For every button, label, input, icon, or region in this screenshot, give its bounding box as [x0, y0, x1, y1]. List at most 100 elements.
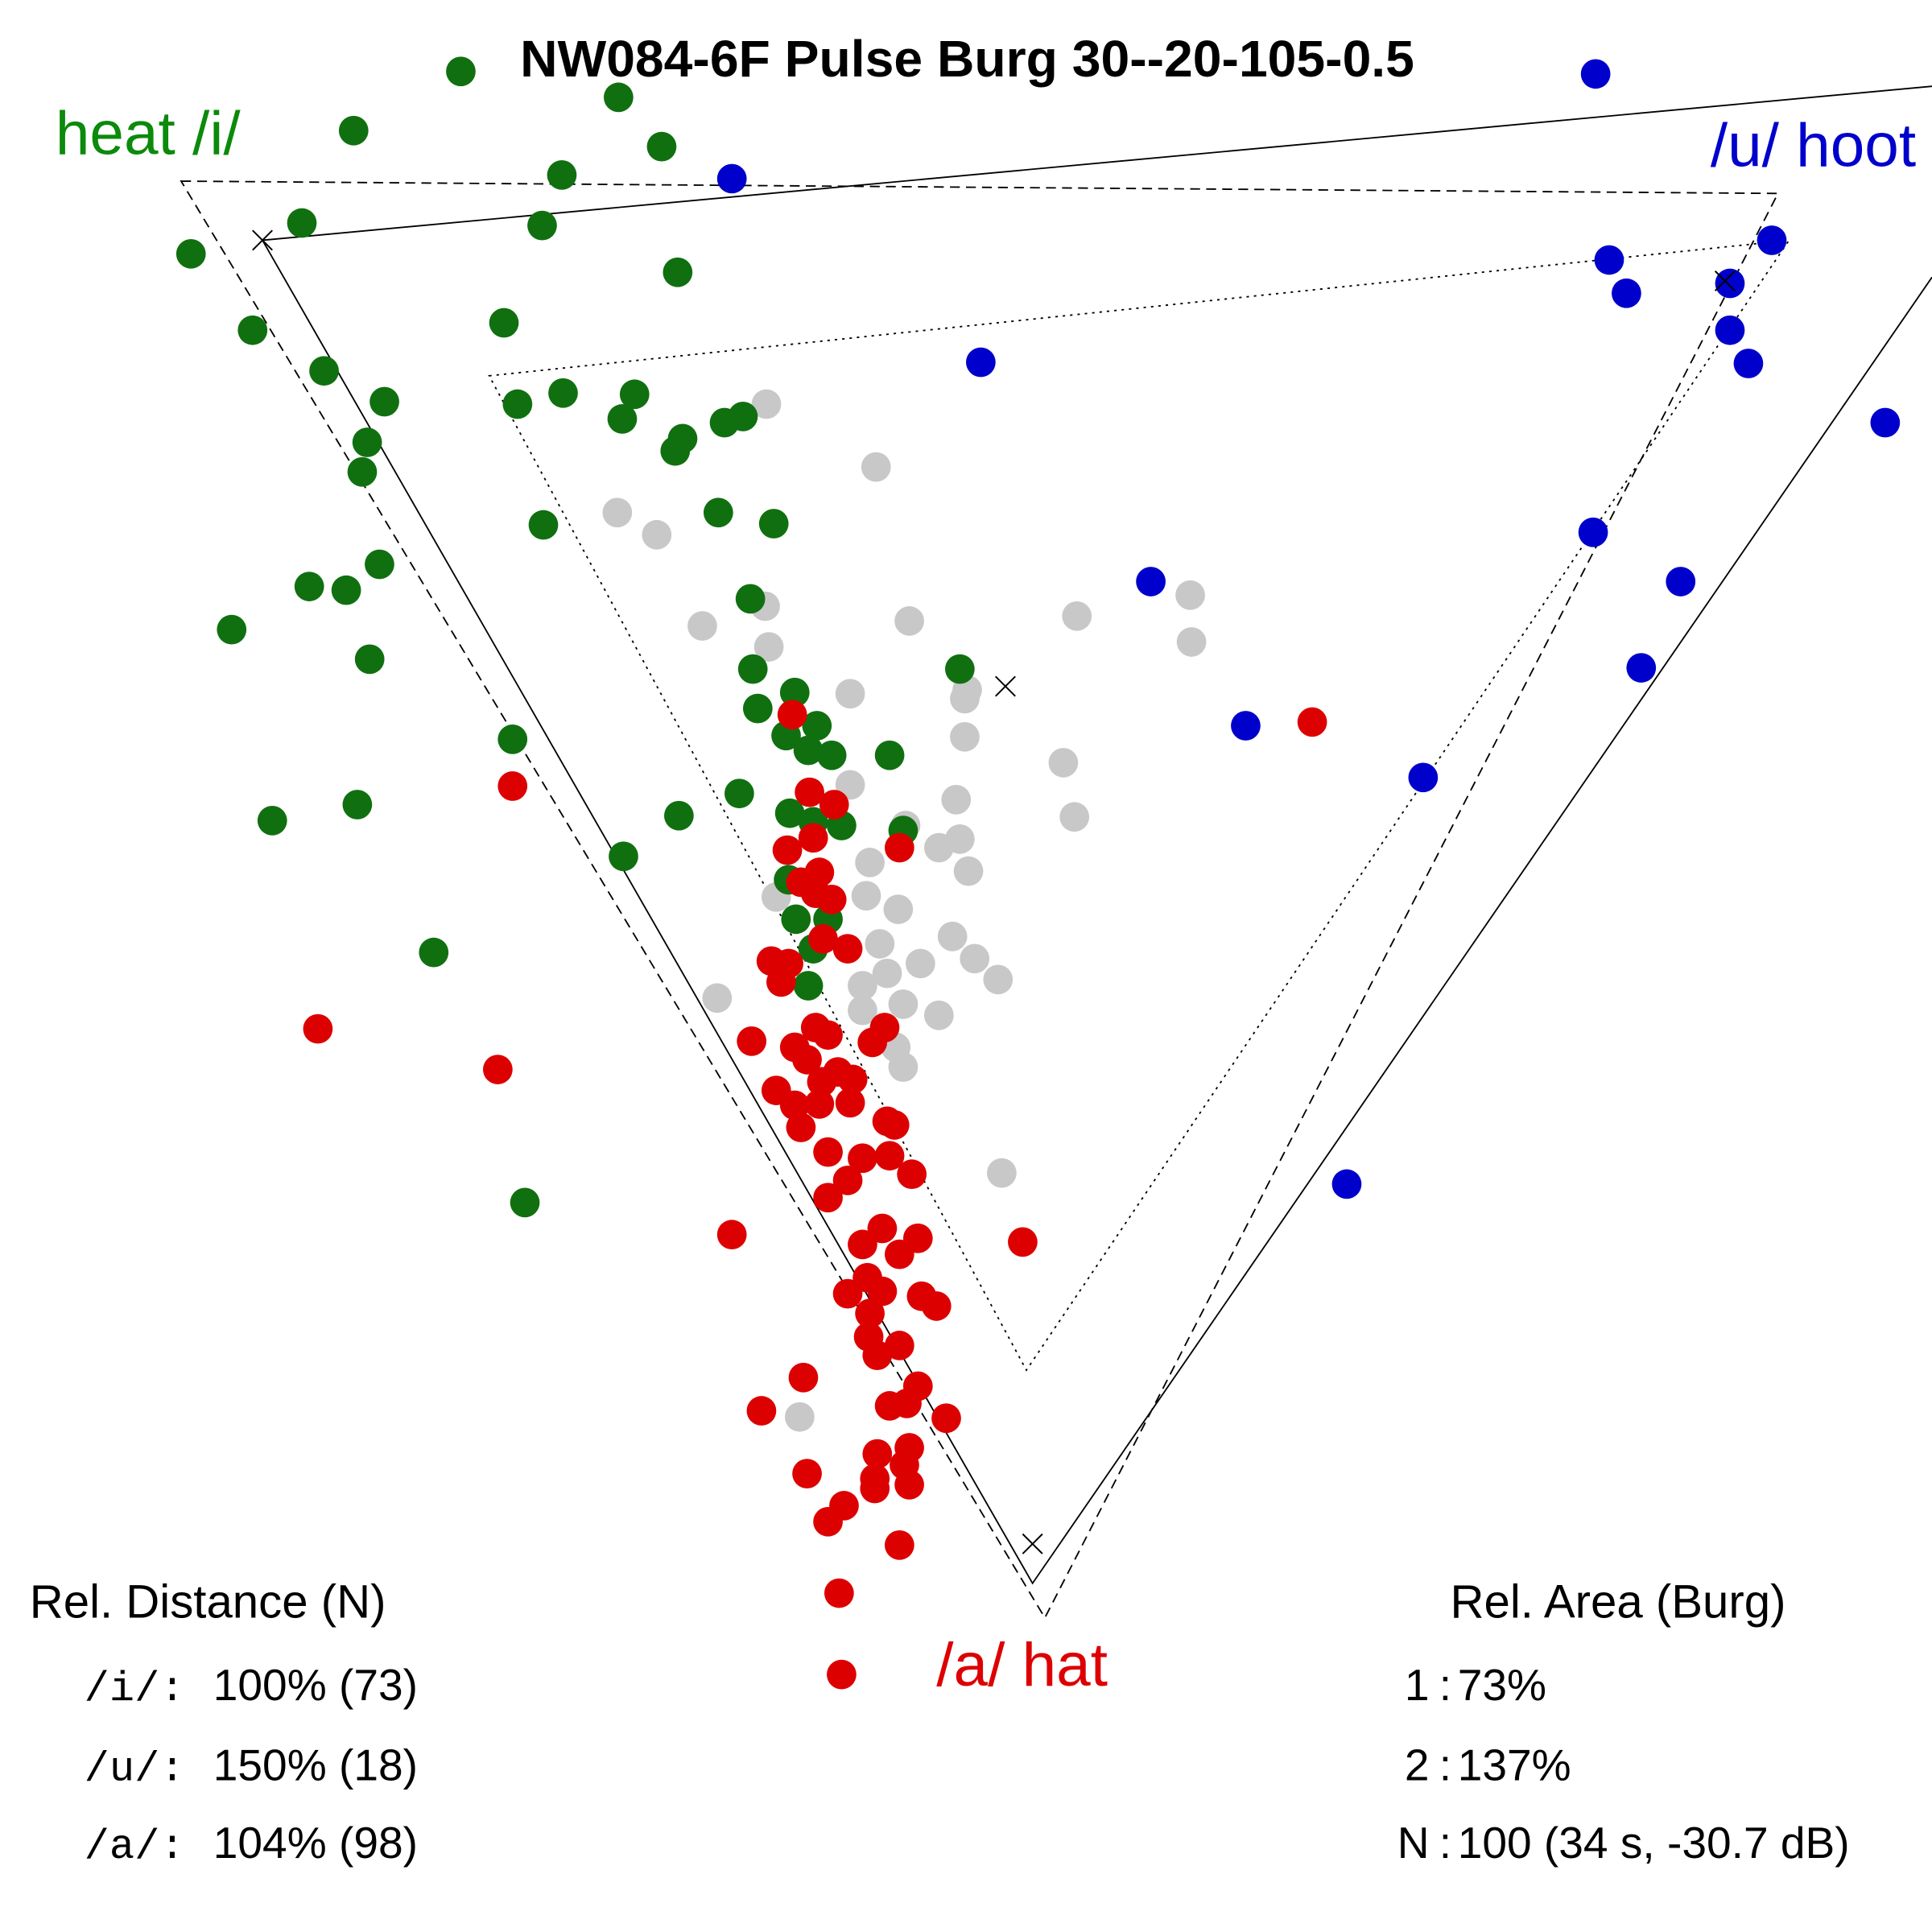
data-point: [294, 572, 324, 601]
centroid-marker: [1022, 1533, 1043, 1554]
data-point: [813, 1020, 843, 1051]
data-point: [941, 785, 972, 815]
data-point: [237, 315, 268, 345]
data-point: [862, 1439, 893, 1469]
data-point: [1870, 407, 1901, 438]
data-point: [937, 921, 968, 952]
data-point: [753, 632, 784, 662]
data-point: [527, 210, 557, 241]
data-point: [832, 1165, 863, 1195]
data-point: [548, 378, 578, 408]
data-point: [888, 989, 919, 1019]
data-point: [848, 995, 877, 1026]
data-point: [923, 1000, 954, 1030]
data-point: [798, 823, 828, 853]
data-point: [735, 584, 766, 614]
chart-title: NW084-6F Pulse Burg 30--20-105-0.5: [520, 30, 1414, 88]
data-point: [609, 841, 638, 872]
data-point: [835, 679, 865, 709]
data-point: [646, 131, 677, 162]
triangle-dashed: [180, 180, 1780, 1620]
data-point: [883, 894, 914, 924]
data-point: [742, 693, 773, 724]
data-point: [528, 510, 559, 540]
data-point: [777, 700, 807, 730]
data-point: [1231, 711, 1261, 741]
data-point: [309, 356, 339, 386]
data-point: [862, 1340, 893, 1371]
data-point: [1580, 59, 1611, 89]
distance-value: 100% (73): [213, 1660, 418, 1710]
centroid-markers: [252, 229, 1736, 1554]
data-point: [983, 964, 1013, 995]
data-point: [793, 971, 824, 1001]
data-point: [855, 1298, 885, 1328]
data-point: [888, 1052, 919, 1082]
area-separator: :: [1439, 1740, 1451, 1790]
data-point: [865, 929, 895, 959]
area-label: 2: [1405, 1740, 1430, 1790]
data-point: [879, 1110, 910, 1140]
data-point: [884, 1239, 914, 1269]
distance-label: /a/:: [85, 1823, 185, 1871]
data-point: [786, 1113, 816, 1142]
series-i: [175, 56, 975, 1218]
data-point: [779, 1090, 810, 1121]
series-other: [602, 389, 1207, 1432]
data-point: [724, 778, 754, 809]
data-point: [793, 735, 824, 766]
data-point: [894, 606, 924, 636]
area-label: N: [1397, 1818, 1430, 1868]
data-point: [795, 777, 824, 807]
data-point: [1297, 707, 1327, 737]
data-point: [687, 611, 717, 641]
series-u: [716, 59, 1901, 1199]
rel-area-rows: 1 : 73% 2 : 137% N : 100 (34 s, -30.7 dB…: [1397, 1660, 1850, 1868]
data-point: [1578, 517, 1608, 547]
data-point: [848, 971, 877, 1001]
data-point: [1408, 762, 1439, 793]
data-point: [338, 115, 369, 146]
data-point: [931, 1403, 961, 1434]
data-point: [832, 934, 863, 964]
data-point: [804, 1089, 835, 1119]
data-point: [702, 983, 733, 1013]
data-point: [342, 790, 373, 819]
data-point: [884, 1530, 914, 1560]
data-point: [906, 948, 935, 979]
data-point: [781, 904, 811, 935]
data-point: [737, 1026, 767, 1056]
data-point: [1594, 245, 1624, 275]
distance-label: /u/:: [85, 1746, 185, 1794]
vowel-label-a: /a/ hat: [936, 1631, 1108, 1699]
data-point: [751, 389, 782, 419]
data-point: [1059, 802, 1090, 832]
data-point: [703, 497, 733, 528]
centroid-marker: [995, 675, 1016, 697]
data-point: [792, 1459, 822, 1488]
data-point: [331, 575, 361, 605]
data-point: [813, 1506, 843, 1537]
data-point: [502, 389, 533, 419]
data-point: [175, 238, 206, 269]
data-point: [867, 1213, 898, 1244]
data-point: [884, 832, 914, 863]
data-point: [446, 56, 476, 87]
triangle-solid: [261, 85, 1932, 1585]
data-point: [483, 1055, 513, 1084]
data-point: [923, 832, 954, 863]
data-points: [175, 56, 1901, 1690]
data-point: [1626, 653, 1657, 683]
data-point: [642, 519, 672, 550]
data-point: [807, 1067, 837, 1097]
distance-value: 104% (98): [213, 1818, 418, 1868]
triangle-lines: [180, 85, 1932, 1620]
data-point: [1176, 627, 1207, 657]
data-point: [663, 257, 693, 287]
data-point: [813, 1183, 843, 1213]
data-point: [365, 549, 394, 580]
data-point: [816, 740, 847, 770]
data-point: [716, 1220, 747, 1250]
rel-distance-rows: /i/: 100% (73) /u/: 150% (18) /a/: 104% …: [85, 1660, 418, 1871]
